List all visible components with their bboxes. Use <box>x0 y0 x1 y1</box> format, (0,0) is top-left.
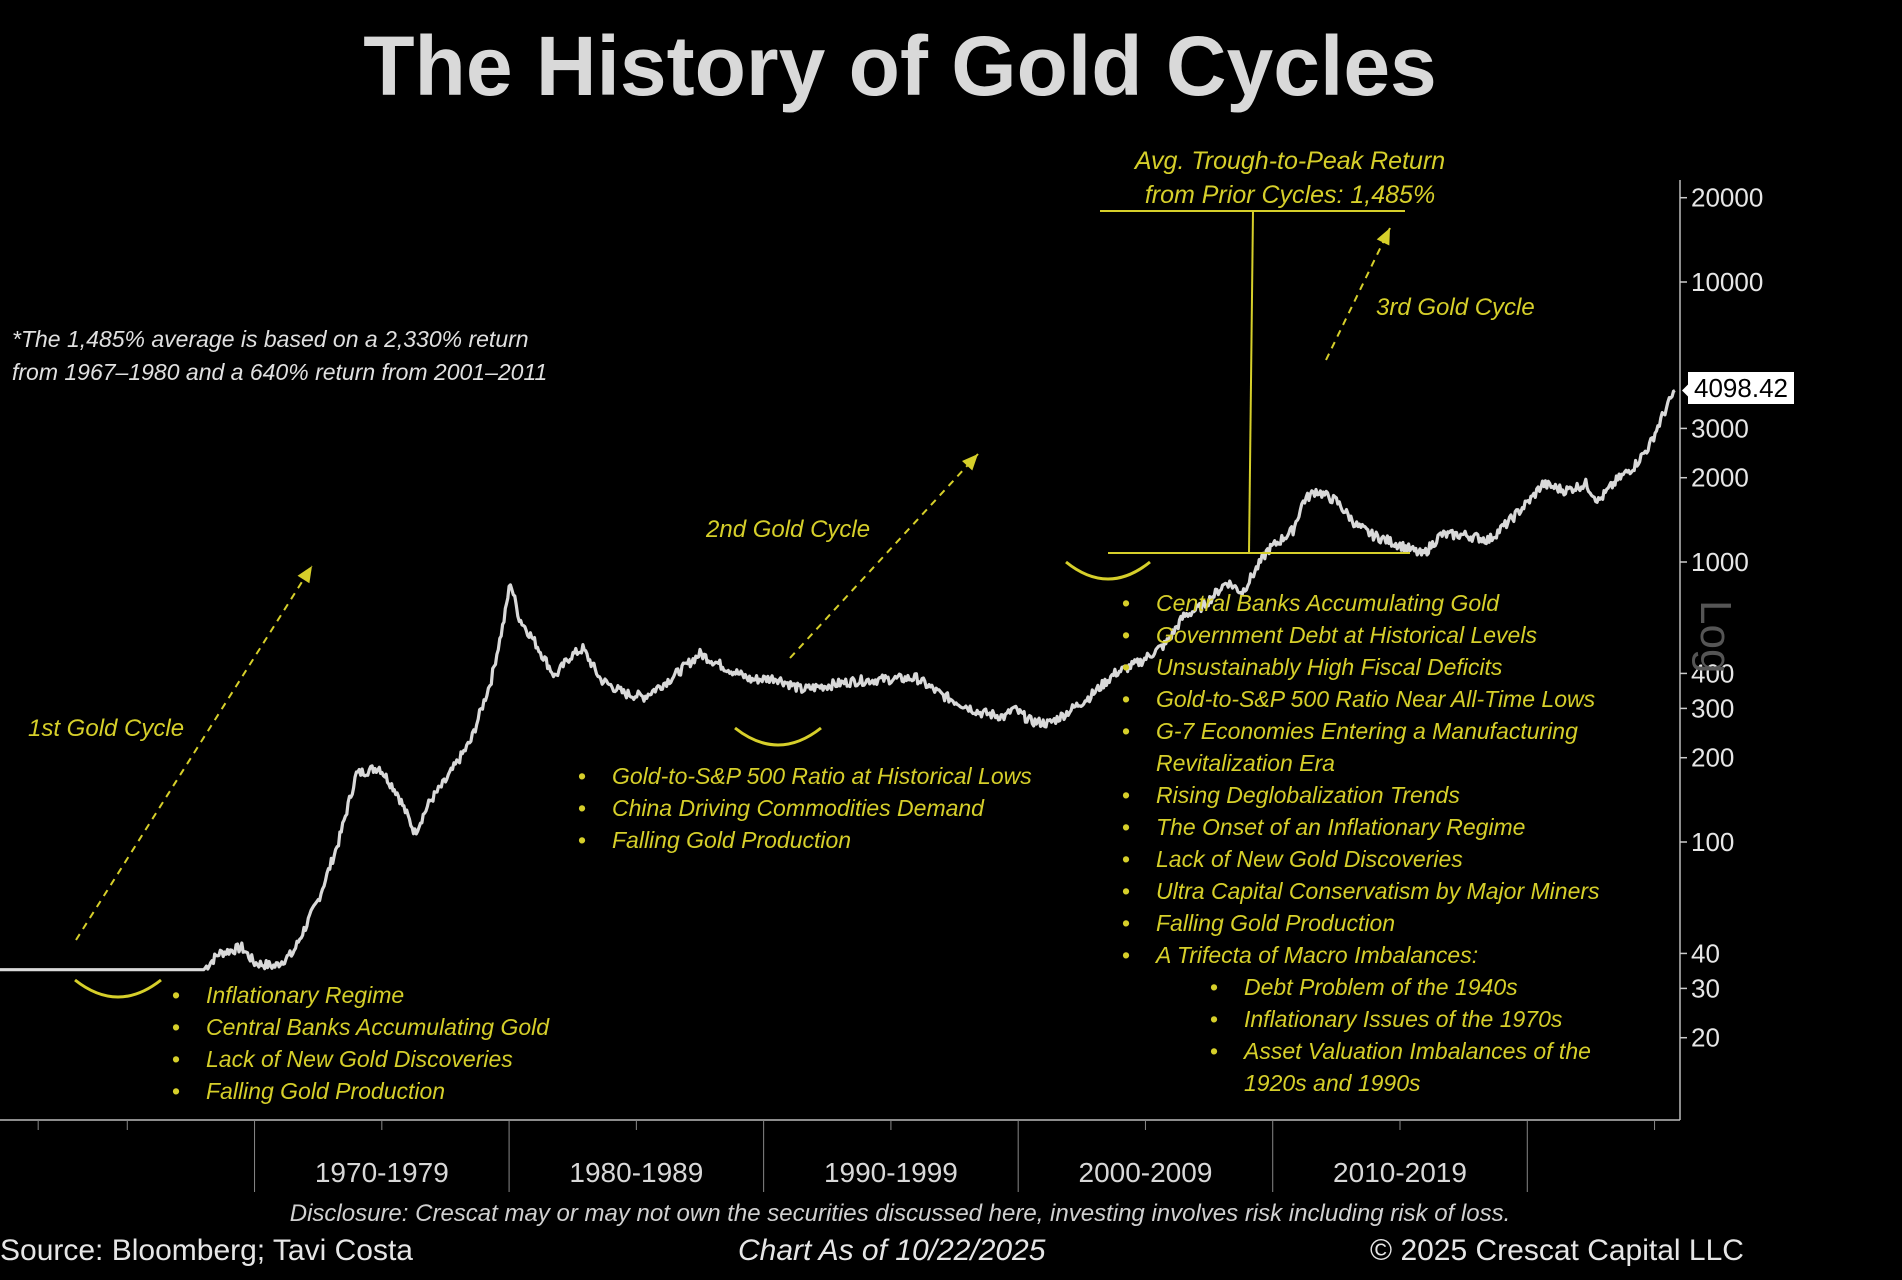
x-tick-label: 1980-1989 <box>569 1157 703 1188</box>
cycle-2-arrow <box>789 453 979 659</box>
y-tick-label: 1000 <box>1691 547 1749 577</box>
y-tick-label: 20000 <box>1691 183 1763 213</box>
y-tick-label: 2000 <box>1691 463 1749 493</box>
chart-title: The History of Gold Cycles <box>363 19 1437 113</box>
x-tick-label: 2010-2019 <box>1333 1157 1467 1188</box>
cycle-1-arrow-head <box>297 566 312 584</box>
bullet-item-continuation: Revitalization Era <box>1156 750 1335 776</box>
bullet-item: Falling Gold Production <box>578 824 1032 856</box>
avg-return-line-2: from Prior Cycles: 1,485% <box>1144 181 1436 209</box>
cycle-label-1: 1st Gold Cycle <box>28 715 184 743</box>
avg-return-vertical-line <box>1248 210 1254 554</box>
bullet-item: A Trifecta of Macro Imbalances: <box>1122 939 1600 971</box>
bullet-item: Inflationary Regime <box>172 979 549 1011</box>
bullet-item: Gold-to-S&P 500 Ratio at Historical Lows <box>578 760 1032 792</box>
bullet-item: The Onset of an Inflationary Regime <box>1122 811 1600 843</box>
bullet-item: Ultra Capital Conservatism by Major Mine… <box>1122 875 1600 907</box>
bullet-list-cycle-2: Gold-to-S&P 500 Ratio at Historical Lows… <box>578 760 1032 856</box>
y-tick-label: 400 <box>1691 658 1734 688</box>
avg-return-line-1: Avg. Trough-to-Peak Return <box>1134 147 1446 175</box>
bullet-item: Falling Gold Production <box>172 1075 549 1107</box>
disclosure: Disclosure: Crescat may or may not own t… <box>289 1200 1511 1227</box>
cycle-label-3: 3rd Gold Cycle <box>1376 294 1535 322</box>
x-tick-label: 2000-2009 <box>1079 1157 1213 1188</box>
trough-marker-3 <box>1065 560 1151 581</box>
bullet-item: Central Banks Accumulating Gold <box>172 1011 549 1043</box>
y-tick-label: 300 <box>1691 693 1734 723</box>
avg-return-annotation: Avg. Trough-to-Peak Return from Prior Cy… <box>1080 144 1500 212</box>
footnote: *The 1,485% average is based on a 2,330%… <box>12 323 547 389</box>
bullet-item: Gold-to-S&P 500 Ratio Near All-Time Lows <box>1122 683 1600 715</box>
cycle-label-1-text: 1st Gold Cycle <box>28 715 185 742</box>
sub-bullet-item: Inflationary Issues of the 1970s <box>1210 1003 1600 1035</box>
footnote-line-1: *The 1,485% average is based on a 2,330%… <box>12 326 529 352</box>
cycle-2-arrow-head <box>962 454 978 471</box>
bullet-item: China Driving Commodities Demand <box>578 792 1032 824</box>
cycle-1-arrow <box>75 565 313 941</box>
cycle-3-arrow <box>1325 227 1391 361</box>
bullet-item: Lack of New Gold Discoveries <box>172 1043 549 1075</box>
bullet-item: G-7 Economies Entering a Manufacturing <box>1122 715 1600 747</box>
y-tick-label: 40 <box>1691 938 1720 968</box>
source-label: Source: Bloomberg; Tavi Costa <box>0 1234 413 1267</box>
trough-marker-2 <box>734 726 822 747</box>
trough-marker-1 <box>74 978 162 999</box>
y-tick-label: 3000 <box>1691 413 1749 443</box>
bullet-item: Rising Deglobalization Trends <box>1122 779 1600 811</box>
y-tick-label: 30 <box>1691 973 1720 1003</box>
footnote-line-2: from 1967–1980 and a 640% return from 20… <box>12 359 548 385</box>
cycle-3-arrow-head <box>1376 228 1390 246</box>
cycle-label-2-text: 2nd Gold Cycle <box>706 516 871 543</box>
bullet-item: Unsustainably High Fiscal Deficits <box>1122 651 1600 683</box>
bullet-item: Central Banks Accumulating Gold <box>1122 587 1600 619</box>
copyright: © 2025 Crescat Capital LLC <box>1370 1234 1744 1267</box>
sub-bullet-item: Debt Problem of the 1940s <box>1210 971 1600 1003</box>
sub-bullet-item: Asset Valuation Imbalances of the <box>1210 1035 1600 1067</box>
as-of-date: Chart As of 10/22/2025 <box>738 1234 1046 1267</box>
current-value-label: 4098.42 <box>1688 372 1794 404</box>
x-tick-label: 1970-1979 <box>315 1157 449 1188</box>
sub-bullet-item-continuation: 1920s and 1990s <box>1244 1070 1421 1096</box>
y-tick-label: 10000 <box>1691 267 1763 297</box>
y-tick-label: 100 <box>1691 827 1734 857</box>
bullet-item: Government Debt at Historical Levels <box>1122 619 1600 651</box>
y-tick-label: 20 <box>1691 1023 1720 1053</box>
bullet-list-cycle-3: Central Banks Accumulating Gold Governme… <box>1122 587 1600 1099</box>
gold-price-line <box>0 389 1676 972</box>
cycle-label-3-text: 3rd Gold Cycle <box>1376 294 1535 321</box>
x-tick-label: 1990-1999 <box>824 1157 958 1188</box>
cycle-label-2: 2nd Gold Cycle <box>706 516 870 544</box>
axis-scale-label: Log <box>1691 600 1740 674</box>
y-tick-label: 200 <box>1691 743 1734 773</box>
bullet-item: Falling Gold Production <box>1122 907 1600 939</box>
bullet-list-cycle-1: Inflationary Regime Central Banks Accumu… <box>172 979 549 1107</box>
bullet-item: Lack of New Gold Discoveries <box>1122 843 1600 875</box>
